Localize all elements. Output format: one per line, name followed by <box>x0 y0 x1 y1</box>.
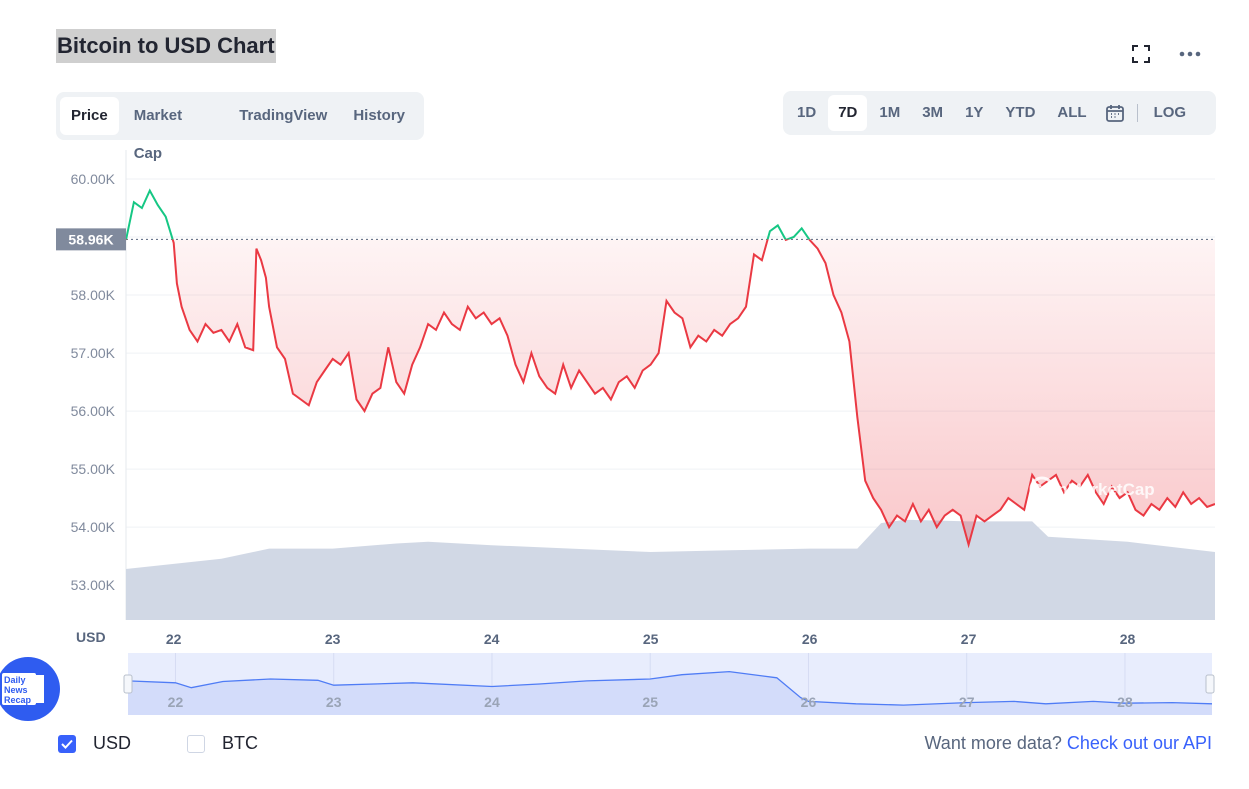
navigator-tick-label: 24 <box>484 694 500 710</box>
range-ytd[interactable]: YTD <box>1005 104 1036 121</box>
usd-checkbox[interactable] <box>58 734 76 753</box>
y-tick-label: 55.00K <box>71 461 116 477</box>
api-promo: Want more data? Check out our API <box>924 733 1212 754</box>
volume-area <box>126 519 1215 620</box>
navigator-tick-label: 28 <box>1117 694 1133 710</box>
range-1y[interactable]: 1Y <box>965 104 984 121</box>
y-tick-label: 58.00K <box>71 287 116 303</box>
daily-news-recap-badge[interactable]: Daily News Recap <box>0 649 62 729</box>
x-tick-label: 24 <box>484 631 500 647</box>
tab-history[interactable]: History <box>353 107 405 124</box>
x-tick-label: 28 <box>1120 631 1136 647</box>
watermark-logo <box>1029 476 1055 502</box>
reference-label-box <box>56 228 126 251</box>
calendar-icon[interactable] <box>1099 97 1131 129</box>
api-promo-text: Want more data? <box>924 733 1062 753</box>
navigator-line <box>127 670 1213 706</box>
navigator-handle-left[interactable] <box>123 674 133 694</box>
page-title: Bitcoin to USD Chart <box>56 29 276 63</box>
tab-price[interactable]: Price <box>60 97 119 135</box>
badge-line-2: News <box>4 685 28 695</box>
watermark-text: CoinMarketCap <box>1030 480 1155 499</box>
time-range-selector: 1D 7D 1M 3M 1Y YTD ALL LOG <box>783 91 1216 135</box>
reference-label: 58.96K <box>68 231 113 247</box>
more-options-icon[interactable] <box>1176 40 1204 68</box>
navigator-tick-label: 26 <box>801 694 817 710</box>
y-axis-unit-label: USD <box>76 629 106 645</box>
fullscreen-icon[interactable] <box>1127 40 1155 68</box>
x-tick-label: 23 <box>325 631 341 647</box>
range-7d[interactable]: 7D <box>828 95 868 131</box>
navigator-tick-label: 25 <box>642 694 658 710</box>
btc-label: BTC <box>222 733 259 753</box>
y-tick-label: 56.00K <box>71 403 116 419</box>
range-all[interactable]: ALL <box>1057 104 1087 121</box>
y-tick-label: 57.00K <box>71 345 116 361</box>
x-tick-label: 22 <box>166 631 182 647</box>
x-tick-label: 26 <box>802 631 818 647</box>
currency-legend: USD BTC <box>58 733 258 754</box>
range-1m[interactable]: 1M <box>879 104 901 121</box>
api-link[interactable]: Check out our API <box>1066 733 1212 753</box>
navigator-tick-label: 23 <box>326 694 342 710</box>
x-tick-label: 27 <box>961 631 977 647</box>
y-tick-label: 60.00K <box>71 171 116 187</box>
x-tick-label: 25 <box>643 631 659 647</box>
price-fill-area <box>126 239 1215 545</box>
navigator-handle-right[interactable] <box>1205 674 1215 694</box>
price-chart[interactable]: 60.00K59.00K58.00K57.00K56.00K55.00K54.0… <box>0 150 1249 720</box>
badge-line-1: Daily <box>4 675 26 685</box>
btc-checkbox[interactable] <box>187 734 206 753</box>
range-separator <box>1136 104 1138 122</box>
navigator-tick-label: 27 <box>959 694 975 710</box>
range-1d[interactable]: 1D <box>797 104 817 121</box>
badge-line-3: Recap <box>4 695 32 705</box>
tab-tradingview[interactable]: TradingView <box>239 107 328 124</box>
navigator-tick-label: 22 <box>168 694 184 710</box>
chart-type-tabs: Price Market Cap TradingView History <box>56 92 424 162</box>
range-3m[interactable]: 3M <box>922 104 944 121</box>
y-tick-label: 54.00K <box>71 519 116 535</box>
y-tick-label: 53.00K <box>71 577 116 593</box>
price-line-down <box>126 239 1215 549</box>
log-scale-toggle[interactable]: LOG <box>1153 104 1187 121</box>
tab-market-cap[interactable]: Market Cap <box>133 107 183 162</box>
usd-label: USD <box>93 733 132 753</box>
